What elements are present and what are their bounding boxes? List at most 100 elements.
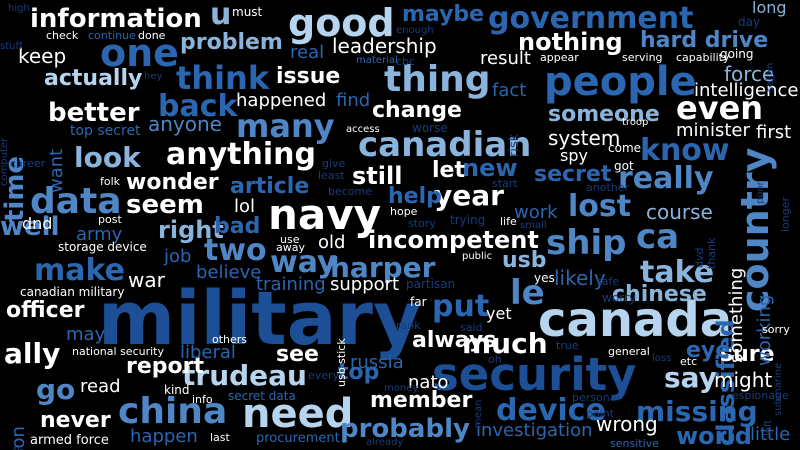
word-computer: computer xyxy=(0,137,10,186)
word-article: article xyxy=(230,174,310,199)
word-start: start xyxy=(492,177,518,190)
word-army: army xyxy=(76,224,123,245)
word-hard-drive: hard drive xyxy=(640,28,769,53)
word-fact: fact xyxy=(492,80,527,101)
word-china: china xyxy=(118,391,228,432)
word-military: military xyxy=(98,276,422,362)
word-high: high xyxy=(8,3,30,14)
word-look: look xyxy=(74,141,141,174)
word-longer: longer xyxy=(779,196,792,232)
word-yes: yes xyxy=(534,271,555,285)
word-help: help xyxy=(388,184,442,209)
word-might: might xyxy=(714,368,773,392)
word-happen: happen xyxy=(130,426,198,447)
word-take: take xyxy=(640,255,715,290)
word-small: small xyxy=(520,220,547,231)
word-well: well xyxy=(0,212,60,242)
word-probably: probably xyxy=(340,414,470,444)
word-troop: troop xyxy=(622,117,649,128)
word-become: become xyxy=(328,185,373,198)
word-use: use xyxy=(280,233,300,246)
word-oh: oh xyxy=(488,353,502,366)
word-little: little xyxy=(750,424,791,445)
word-problem: problem xyxy=(180,30,283,55)
word-top-secret: top secret xyxy=(70,123,141,139)
word-believe: believe xyxy=(196,262,262,283)
word-wrong: wrong xyxy=(596,412,658,436)
word-career: career xyxy=(10,157,46,170)
word-material: material xyxy=(356,55,398,66)
word-long: long xyxy=(752,0,787,17)
word-folk: folk xyxy=(100,175,121,188)
word-nato: nato xyxy=(408,372,449,393)
word-ally: ally xyxy=(4,337,61,370)
word-never: never xyxy=(40,408,111,433)
word-sorry: sorry xyxy=(762,323,790,336)
word-happened: happened xyxy=(236,90,327,111)
word-good: good xyxy=(288,1,395,45)
word-day: day xyxy=(738,15,761,29)
word-risk: risk xyxy=(507,133,522,158)
word-enough: enough xyxy=(396,25,434,36)
word-support: support xyxy=(330,274,400,295)
word-world: world xyxy=(676,422,752,450)
word-job: job xyxy=(164,246,192,267)
word-people: people xyxy=(544,59,697,105)
word-sajjan: sajjan xyxy=(765,62,776,92)
word-system: system xyxy=(548,126,621,150)
word-worse: worse xyxy=(412,121,448,135)
word-put: put xyxy=(432,289,490,324)
word-way: way xyxy=(270,245,337,280)
word-story: story xyxy=(408,217,436,230)
word-new: new xyxy=(462,154,518,182)
word-device: device xyxy=(496,393,606,428)
word-care: care xyxy=(11,446,22,450)
word-national-security: national security xyxy=(72,345,164,358)
word-result: result xyxy=(480,48,531,69)
word-least: least xyxy=(318,169,345,182)
word-let: let xyxy=(432,158,465,183)
word-know: know xyxy=(640,133,730,168)
word-better: better xyxy=(48,98,140,128)
word-personal: personal xyxy=(572,391,620,404)
word-mean: mean xyxy=(473,399,484,428)
word-much: much xyxy=(462,327,548,360)
word-security: security xyxy=(432,348,637,401)
word-many: many xyxy=(236,107,335,145)
word-likely: likely xyxy=(554,266,606,290)
word-dvd: dvd xyxy=(693,247,706,268)
word-cbc: cbc xyxy=(396,55,416,68)
word-may: may xyxy=(66,324,106,345)
word-espionage: espionage xyxy=(732,389,789,402)
word-continue: continue xyxy=(88,29,136,42)
word-others: others xyxy=(212,333,248,346)
word-work: work xyxy=(514,202,558,223)
word-done: done xyxy=(138,29,166,42)
word-worry: worry xyxy=(602,291,636,305)
word-access: access xyxy=(346,124,380,135)
word-always: always xyxy=(412,328,497,353)
word-anyone: anyone xyxy=(148,112,222,136)
word-right: right xyxy=(158,216,224,244)
word-last: last xyxy=(210,431,230,444)
word-thank: thank xyxy=(705,237,718,269)
word-loss: loss xyxy=(652,353,672,364)
word-russia: russia xyxy=(350,352,404,373)
word-nothing: nothing xyxy=(518,28,623,56)
word-every: every xyxy=(308,369,340,382)
word-go: go xyxy=(36,373,76,406)
word-kind: kind xyxy=(164,383,190,397)
word-data: data xyxy=(30,181,122,222)
word-come: come xyxy=(608,141,642,155)
word-u: u xyxy=(210,0,232,32)
word-two: two xyxy=(204,233,267,268)
word-harper: harper xyxy=(330,251,436,284)
word-maybe: maybe xyxy=(402,2,485,27)
word-incompetent: incompetent xyxy=(368,226,539,254)
word-capability: capability xyxy=(676,51,730,64)
word-post: post xyxy=(98,213,122,226)
word-left: left xyxy=(763,419,774,436)
word-government: government xyxy=(488,1,694,36)
word-got: got xyxy=(614,159,634,173)
word-force: force xyxy=(724,62,775,86)
